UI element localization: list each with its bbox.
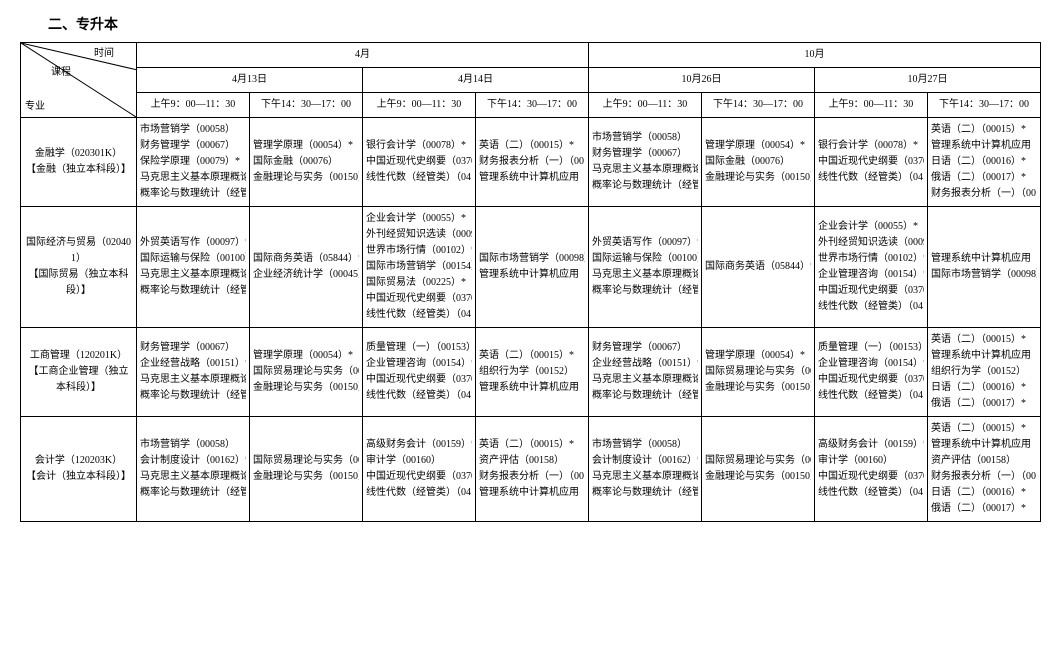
- day-header: 10月26日: [589, 68, 815, 93]
- course-cell: 英语（二）（00015）*管理系统中计算机应用（00051）资产评估（00158…: [928, 417, 1041, 522]
- slot-header: 下午14：30—17：00: [702, 93, 815, 118]
- table-row: 会计学（120203K）【会计（独立本科段）】市场营销学（00058）会计制度设…: [21, 417, 1041, 522]
- course-cell: 质量管理（一）（00153）*企业管理咨询（00154）*中国近现代史纲要（03…: [815, 328, 928, 417]
- table-row: 工商管理（120201K）【工商企业管理（独立本科段）】财务管理学（00067）…: [21, 328, 1041, 417]
- corner-top: 时间: [94, 46, 114, 62]
- major-cell: 会计学（120203K）【会计（独立本科段）】: [21, 417, 137, 522]
- corner-mid: 课程: [51, 65, 71, 81]
- major-cell: 国际经济与贸易（020401）【国际贸易（独立本科段）】: [21, 207, 137, 328]
- course-cell: 管理学原理（00054）*国际金融（00076）金融理论与实务（00150）*: [702, 118, 815, 207]
- month-header: 10月: [589, 43, 1041, 68]
- slot-header: 上午9：00—11：30: [137, 93, 250, 118]
- major-cell: 金融学（020301K）【金融（独立本科段）】: [21, 118, 137, 207]
- course-cell: 市场营销学（00058）会计制度设计（00162）*马克思主义基本原理概论（03…: [137, 417, 250, 522]
- corner-cell: 时间 课程 专业: [21, 43, 137, 118]
- course-cell: 国际贸易理论与实务（00149）金融理论与实务（00150）*: [702, 417, 815, 522]
- course-cell: 外贸英语写作（00097）*国际运输与保险（00100）*马克思主义基本原理概论…: [589, 207, 702, 328]
- day-header: 4月13日: [137, 68, 363, 93]
- schedule-table: 时间 课程 专业 4月 10月 4月13日 4月14日 10月26日 10月27…: [20, 42, 1041, 522]
- course-cell: 企业会计学（00055）*外刊经贸知识选读（00096）*世界市场行情（0010…: [363, 207, 476, 328]
- slot-header: 上午9：00—11：30: [589, 93, 702, 118]
- slot-header: 下午14：30—17：00: [928, 93, 1041, 118]
- course-cell: 国际贸易理论与实务（00149）金融理论与实务（00150）*: [250, 417, 363, 522]
- course-cell: 英语（二）（00015）*组织行为学（00152）管理系统中计算机应用（0005…: [476, 328, 589, 417]
- course-cell: 管理学原理（00054）*国际贸易理论与实务（00149）金融理论与实务（001…: [250, 328, 363, 417]
- slot-header: 下午14：30—17：00: [476, 93, 589, 118]
- month-header: 4月: [137, 43, 589, 68]
- slot-header: 上午9：00—11：30: [363, 93, 476, 118]
- course-cell: 英语（二）（00015）*管理系统中计算机应用（00051）日语（二）（0001…: [928, 118, 1041, 207]
- course-cell: 外贸英语写作（00097）*国际运输与保险（00100）*马克思主义基本原理概论…: [137, 207, 250, 328]
- slot-header: 上午9：00—11：30: [815, 93, 928, 118]
- course-cell: 国际市场营销学（00098）管理系统中计算机应用（00051）: [476, 207, 589, 328]
- course-cell: 管理系统中计算机应用（00051）国际市场营销学（00098）: [928, 207, 1041, 328]
- course-cell: 财务管理学（00067）企业经营战略（00151）*马克思主义基本原理概论（03…: [589, 328, 702, 417]
- slot-header: 下午14：30—17：00: [250, 93, 363, 118]
- major-cell: 工商管理（120201K）【工商企业管理（独立本科段）】: [21, 328, 137, 417]
- course-cell: 银行会计学（00078）*中国近现代史纲要（03708）线性代数（经管类）（04…: [363, 118, 476, 207]
- table-row: 金融学（020301K）【金融（独立本科段）】市场营销学（00058）财务管理学…: [21, 118, 1041, 207]
- course-cell: 英语（二）（00015）*财务报表分析（一）（00161）*管理系统中计算机应用…: [476, 118, 589, 207]
- course-cell: 市场营销学（00058）财务管理学（00067）保险学原理（00079）*马克思…: [137, 118, 250, 207]
- course-cell: 英语（二）（00015）*资产评估（00158）财务报表分析（一）（00161）…: [476, 417, 589, 522]
- course-cell: 财务管理学（00067）企业经营战略（00151）*马克思主义基本原理概论（03…: [137, 328, 250, 417]
- course-cell: 国际商务英语（05844）*企业经济统计学（00045）*: [250, 207, 363, 328]
- section-heading: 二、专升本: [48, 14, 1044, 34]
- course-cell: 市场营销学（00058）财务管理学（00067）马克思主义基本原理概论（0370…: [589, 118, 702, 207]
- course-cell: 银行会计学（00078）*中国近现代史纲要（03708）线性代数（经管类）（04…: [815, 118, 928, 207]
- course-cell: 国际商务英语（05844）*: [702, 207, 815, 328]
- day-header: 4月14日: [363, 68, 589, 93]
- course-cell: 管理学原理（00054）*国际金融（00076）金融理论与实务（00150）*: [250, 118, 363, 207]
- day-header: 10月27日: [815, 68, 1041, 93]
- course-cell: 管理学原理（00054）*国际贸易理论与实务（00149）金融理论与实务（001…: [702, 328, 815, 417]
- course-cell: 企业会计学（00055）*外刊经贸知识选读（00096）*世界市场行情（0010…: [815, 207, 928, 328]
- table-row: 国际经济与贸易（020401）【国际贸易（独立本科段）】外贸英语写作（00097…: [21, 207, 1041, 328]
- course-cell: 高级财务会计（00159）*审计学（00160）中国近现代史纲要（03708）线…: [815, 417, 928, 522]
- course-cell: 质量管理（一）（00153）*企业管理咨询（00154）*中国近现代史纲要（03…: [363, 328, 476, 417]
- course-cell: 市场营销学（00058）会计制度设计（00162）*马克思主义基本原理概论（03…: [589, 417, 702, 522]
- course-cell: 英语（二）（00015）*管理系统中计算机应用（00051）组织行为学（0015…: [928, 328, 1041, 417]
- corner-bot: 专业: [25, 99, 45, 115]
- course-cell: 高级财务会计（00159）*审计学（00160）中国近现代史纲要（03708）线…: [363, 417, 476, 522]
